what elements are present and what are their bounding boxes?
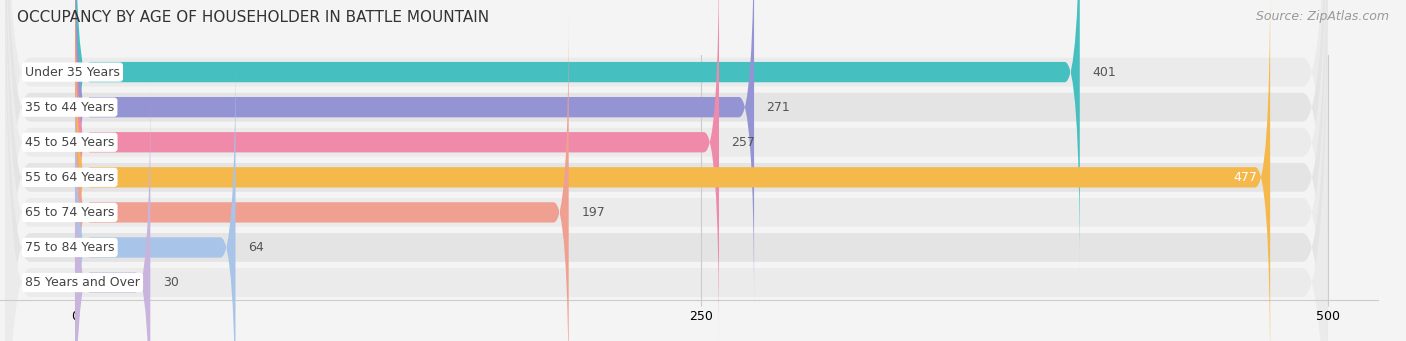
Text: 35 to 44 Years: 35 to 44 Years — [25, 101, 114, 114]
FancyBboxPatch shape — [75, 0, 1080, 272]
FancyBboxPatch shape — [6, 0, 1327, 341]
FancyBboxPatch shape — [6, 0, 1327, 341]
FancyBboxPatch shape — [75, 0, 718, 341]
Text: 30: 30 — [163, 276, 179, 289]
FancyBboxPatch shape — [6, 0, 1327, 341]
Text: 271: 271 — [766, 101, 790, 114]
FancyBboxPatch shape — [75, 12, 568, 341]
FancyBboxPatch shape — [75, 0, 754, 308]
Text: 75 to 84 Years: 75 to 84 Years — [25, 241, 114, 254]
Text: 401: 401 — [1092, 65, 1116, 78]
Text: Under 35 Years: Under 35 Years — [25, 65, 120, 78]
Text: 55 to 64 Years: 55 to 64 Years — [25, 171, 114, 184]
Text: 45 to 54 Years: 45 to 54 Years — [25, 136, 114, 149]
FancyBboxPatch shape — [75, 47, 235, 341]
FancyBboxPatch shape — [6, 0, 1327, 341]
Text: 197: 197 — [581, 206, 605, 219]
FancyBboxPatch shape — [6, 0, 1327, 341]
Text: 64: 64 — [247, 241, 264, 254]
FancyBboxPatch shape — [75, 82, 150, 341]
FancyBboxPatch shape — [6, 0, 1327, 341]
FancyBboxPatch shape — [6, 0, 1327, 341]
Text: Source: ZipAtlas.com: Source: ZipAtlas.com — [1256, 10, 1389, 23]
Text: OCCUPANCY BY AGE OF HOUSEHOLDER IN BATTLE MOUNTAIN: OCCUPANCY BY AGE OF HOUSEHOLDER IN BATTL… — [17, 10, 489, 25]
Text: 85 Years and Over: 85 Years and Over — [25, 276, 141, 289]
FancyBboxPatch shape — [75, 0, 1270, 341]
Text: 257: 257 — [731, 136, 755, 149]
Text: 477: 477 — [1233, 171, 1257, 184]
Text: 65 to 74 Years: 65 to 74 Years — [25, 206, 114, 219]
